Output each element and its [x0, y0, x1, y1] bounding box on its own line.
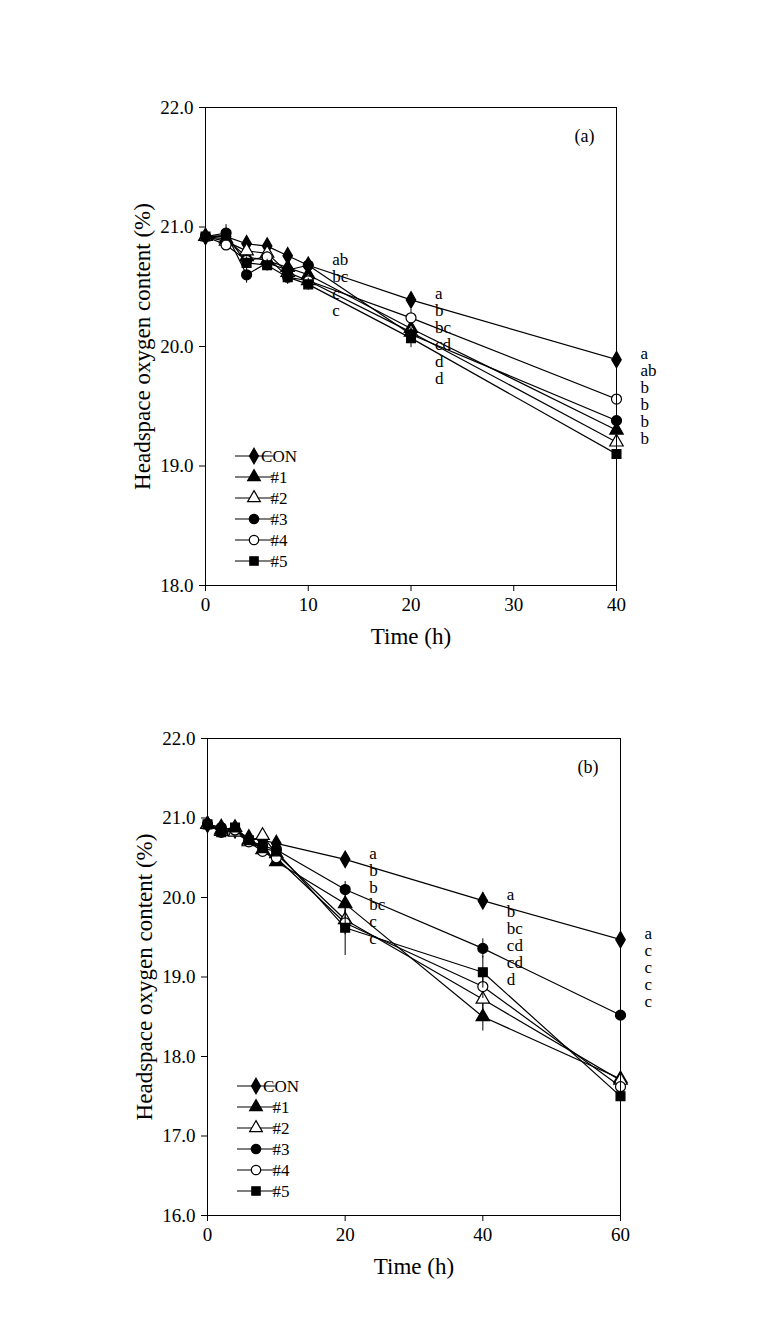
- svg-text:#1: #1: [271, 468, 288, 487]
- svg-text:18.0: 18.0: [162, 1046, 195, 1067]
- svg-text:c: c: [644, 958, 652, 978]
- svg-text:d: d: [507, 970, 516, 989]
- svg-text:c: c: [644, 941, 652, 961]
- svg-text:#1: #1: [273, 1098, 290, 1117]
- svg-text:bc: bc: [332, 266, 349, 286]
- svg-text:#4: #4: [271, 531, 289, 550]
- svg-text:30: 30: [504, 594, 523, 615]
- svg-text:Headspace oxygen content (%): Headspace oxygen content (%): [130, 203, 155, 490]
- svg-text:ab: ab: [640, 361, 657, 381]
- svg-text:20.0: 20.0: [160, 336, 193, 357]
- svg-text:10: 10: [299, 594, 318, 615]
- svg-text:20.0: 20.0: [162, 887, 195, 908]
- svg-text:a: a: [640, 344, 648, 364]
- svg-text:21.0: 21.0: [160, 216, 193, 237]
- svg-text:CON: CON: [261, 447, 297, 466]
- svg-text:ab: ab: [332, 249, 349, 269]
- svg-text:0: 0: [201, 594, 211, 615]
- svg-text:bc: bc: [506, 919, 523, 939]
- svg-text:Headspace oxygen content (%): Headspace oxygen content (%): [132, 834, 157, 1121]
- svg-text:60: 60: [611, 1224, 630, 1245]
- svg-text:c: c: [369, 929, 377, 948]
- svg-text:18.0: 18.0: [160, 575, 193, 596]
- svg-text:#5: #5: [271, 552, 288, 571]
- svg-text:b: b: [435, 301, 444, 321]
- svg-text:#3: #3: [271, 510, 288, 529]
- svg-text:b: b: [641, 429, 650, 448]
- svg-text:20: 20: [336, 1224, 355, 1245]
- svg-text:cd: cd: [506, 936, 523, 956]
- svg-text:b: b: [369, 877, 378, 897]
- svg-text:c: c: [332, 283, 340, 303]
- svg-text:0: 0: [203, 1224, 213, 1245]
- svg-text:b: b: [506, 902, 516, 922]
- svg-text:b: b: [640, 395, 649, 415]
- svg-text:c: c: [369, 911, 377, 931]
- svg-text:a: a: [506, 885, 515, 905]
- svg-text:c: c: [645, 992, 653, 1011]
- svg-text:bc: bc: [369, 894, 386, 914]
- svg-text:(b): (b): [578, 757, 599, 778]
- svg-text:CON: CON: [263, 1077, 299, 1096]
- svg-text:b: b: [640, 412, 649, 432]
- svg-text:#5: #5: [273, 1182, 290, 1201]
- svg-text:b: b: [640, 378, 649, 398]
- svg-text:a: a: [644, 924, 652, 944]
- svg-text:#2: #2: [273, 1119, 290, 1138]
- svg-text:22.0: 22.0: [162, 728, 195, 749]
- svg-text:c: c: [332, 301, 340, 320]
- svg-text:bc: bc: [435, 318, 451, 338]
- svg-text:#4: #4: [273, 1161, 291, 1180]
- svg-text:19.0: 19.0: [160, 455, 193, 476]
- svg-text:d: d: [435, 369, 444, 388]
- svg-text:16.0: 16.0: [162, 1205, 195, 1226]
- svg-text:19.0: 19.0: [162, 966, 195, 987]
- svg-text:17.0: 17.0: [162, 1125, 195, 1146]
- svg-text:a: a: [369, 843, 377, 863]
- svg-text:Time (h): Time (h): [374, 1254, 454, 1279]
- svg-text:#3: #3: [273, 1140, 290, 1159]
- svg-text:Time (h): Time (h): [371, 624, 451, 649]
- svg-text:c: c: [644, 975, 652, 995]
- svg-text:#2: #2: [271, 489, 288, 508]
- svg-text:cd: cd: [435, 335, 451, 355]
- svg-text:40: 40: [473, 1224, 492, 1245]
- svg-text:b: b: [369, 860, 378, 880]
- svg-text:21.0: 21.0: [162, 807, 195, 828]
- svg-text:20: 20: [402, 594, 421, 615]
- svg-text:a: a: [435, 284, 443, 304]
- svg-text:cd: cd: [506, 953, 523, 973]
- svg-text:40: 40: [607, 594, 626, 615]
- svg-text:22.0: 22.0: [160, 97, 193, 118]
- svg-text:d: d: [435, 352, 444, 372]
- svg-text:(a): (a): [575, 126, 595, 147]
